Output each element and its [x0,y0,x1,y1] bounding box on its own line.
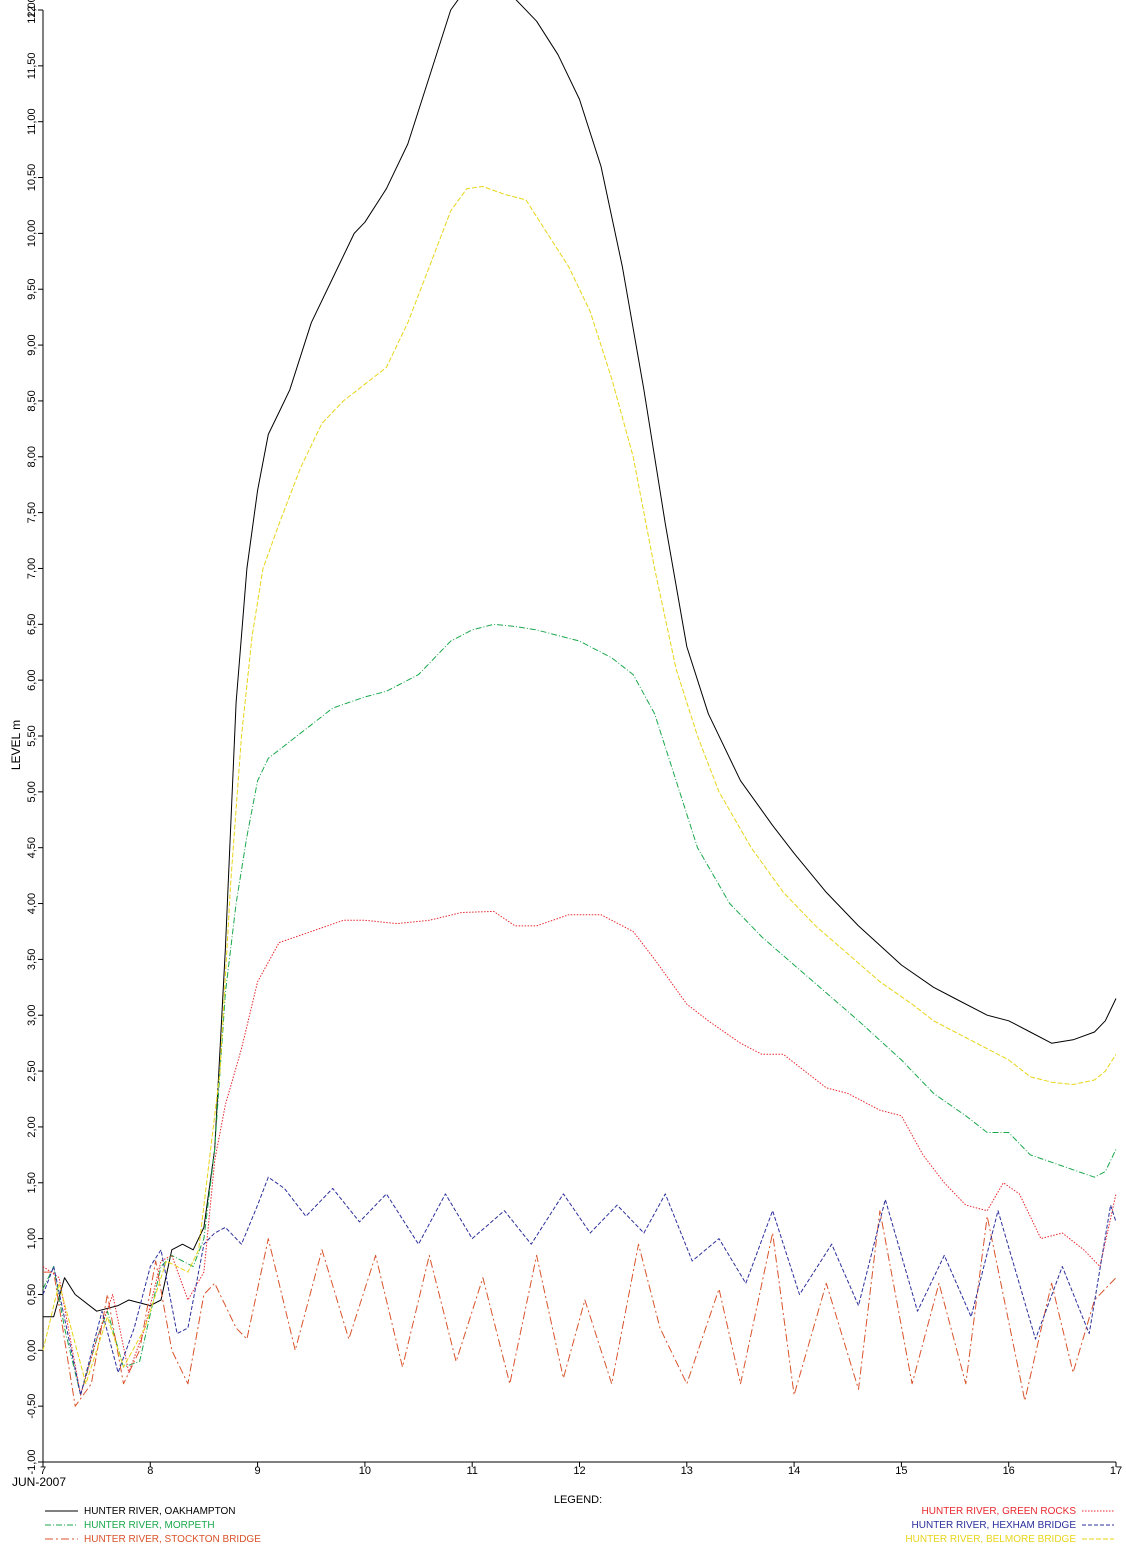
y-tick-label: 2,00 [26,1116,38,1137]
x-tick-label: 8 [147,1465,153,1477]
y-tick-label: -0,50 [26,1394,38,1419]
series-line-3 [42,910,1117,1396]
series-line-1 [42,623,1117,1396]
y-tick-label: 3,50 [26,949,38,970]
legend-title: LEGEND: [554,1494,602,1506]
y-tick-label: 4,00 [26,893,38,914]
x-tick-label: 14 [788,1465,800,1477]
series-layer [42,0,1117,1407]
y-tick-label: 10,50 [26,164,38,192]
series-line-5 [42,186,1117,1385]
y-tick-label: 1,50 [26,1172,38,1193]
x-tick-label: 11 [466,1465,477,1477]
y-tick-label: 6,00 [26,669,38,690]
date-label: JUN-2007 [12,1475,66,1489]
y-tick-label: 5,00 [26,781,38,802]
series-line-0 [43,0,1117,1318]
y-tick-label: 12,00 [26,0,38,24]
legend-entry: HUNTER RIVER, GREEN ROCKS [922,1506,1077,1517]
y-tick-label: 3,00 [26,1005,38,1026]
y-tick-label: 11,00 [26,108,38,135]
series-line-4 [42,1176,1117,1396]
legend-entry: HUNTER RIVER, HEXHAM BRIDGE [912,1520,1077,1531]
x-tick-label: 12 [573,1465,585,1477]
y-axis-label: LEVEL m [9,720,23,770]
x-tick-label: 16 [1003,1465,1015,1477]
y-tick-label: 12 [26,6,38,18]
legend: HUNTER RIVER, OAKHAMPTON HUNTER RIVER, MO… [45,1506,1114,1545]
y-tick-label: 2,50 [26,1060,38,1081]
y-tick-label: 0,00 [26,1340,38,1361]
series-line-2 [43,1210,1117,1407]
legend-entry: HUNTER RIVER, BELMORE BRIDGE [905,1534,1076,1545]
x-tick-label: 13 [681,1465,693,1477]
y-tick-label: -1,00 [26,1449,38,1474]
y-tick-label: 10,00 [26,220,38,248]
y-tick-label: 9,00 [26,334,38,355]
y-tick-label: 1,00 [26,1228,38,1249]
y-tick-label: 6,50 [26,614,38,635]
y-tick-label: 11,50 [26,52,38,79]
x-tick-label: 7 [40,1465,46,1477]
y-tick-label: 5,50 [26,725,38,746]
legend-entry: HUNTER RIVER, MORPETH [84,1520,215,1531]
x-tick-label: 9 [255,1465,261,1477]
y-tick-label: 8,00 [26,446,38,467]
y-tick-label: 9,50 [26,279,38,300]
y-tick-label: 0,50 [26,1284,38,1305]
legend-entry: HUNTER RIVER, OAKHAMPTON [84,1506,236,1517]
y-tick-label: 8,50 [26,390,38,411]
x-tick-label: 17 [1110,1465,1122,1477]
chart-axes: -1,00 -0,50 0,00 0,50 1,00 1,50 2,00 2,50 3,00 3,… [26,0,1122,1477]
y-tick-label: 7,00 [26,558,38,579]
legend-entry: HUNTER RIVER, STOCKTON BRIDGE [84,1534,261,1545]
x-tick-label: 10 [359,1465,371,1477]
y-tick-label: 4,50 [26,837,38,858]
y-tick-label: 7,50 [26,502,38,523]
x-tick-label: 15 [895,1465,907,1477]
